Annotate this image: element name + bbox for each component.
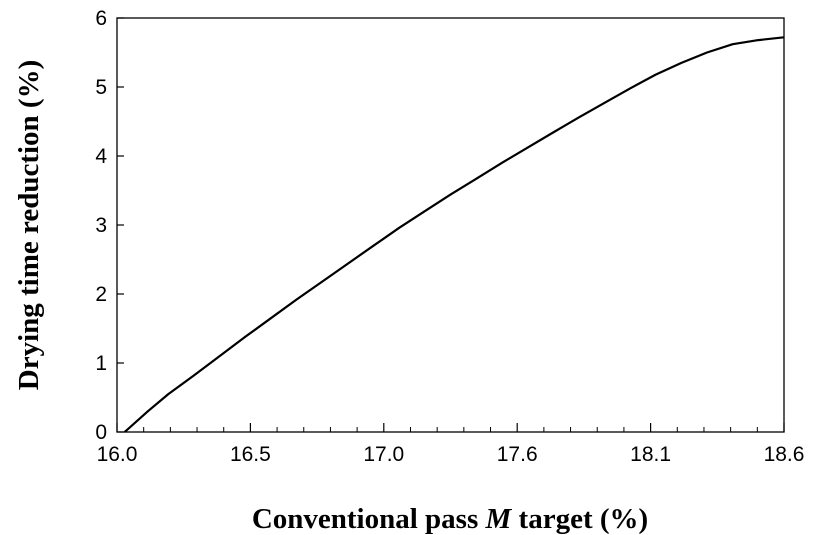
plot-area-frame [116,17,785,433]
series-line [123,36,785,433]
y-axis-title: Drying time reduction (%) [13,60,45,391]
y-tick-labels: 0 1 2 3 4 5 6 [95,7,107,444]
x-tick-labels: 16.0 16.5 17.0 17.6 18.1 18.6 [97,443,805,466]
x-tick-label: 17.6 [497,443,538,466]
x-axis-title: Conventional pass M target (%) [252,503,648,535]
x-tick-label: 18.1 [630,443,671,466]
y-tick-label: 5 [95,76,107,99]
x-tick-label: 18.6 [764,443,805,466]
y-tick-label: 0 [95,421,107,444]
y-tick-label: 2 [95,283,107,306]
x-tick-label: 16.5 [230,443,271,466]
y-tick-label: 3 [95,214,107,237]
x-tick-label: 16.0 [97,443,138,466]
x-tick-label: 17.0 [363,443,404,466]
y-tick-label: 4 [95,145,107,168]
y-tick-label: 1 [95,352,107,375]
y-tick-label: 6 [95,7,107,30]
axis-ticks [116,17,785,433]
